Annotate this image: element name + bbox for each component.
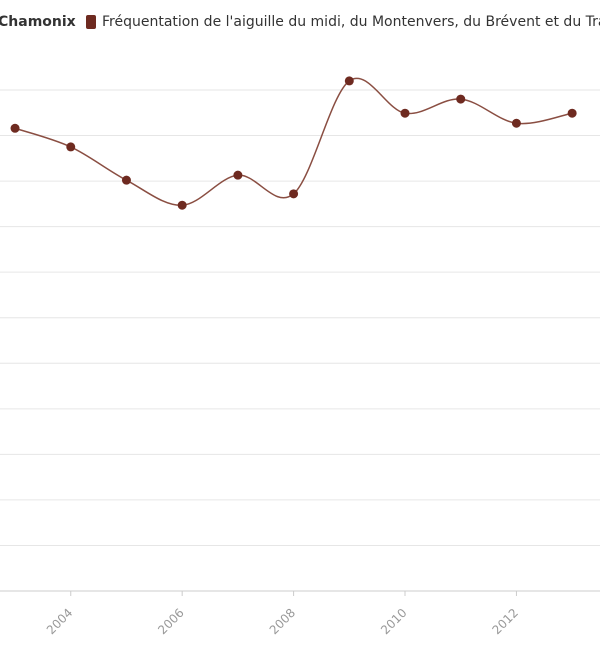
x-tick-label: 2010 — [378, 606, 409, 637]
point — [177, 200, 187, 210]
x-tick-label: 2006 — [155, 606, 186, 637]
point — [233, 170, 243, 180]
point — [456, 94, 466, 104]
point — [400, 108, 410, 118]
x-tick-label: 2004 — [44, 606, 75, 637]
line — [14, 77, 573, 206]
x-tick-label: 2012 — [490, 606, 521, 637]
point — [511, 118, 521, 128]
point — [289, 189, 299, 199]
legend-label: Fréquentation de l'aiguille du midi, du … — [102, 14, 600, 30]
point — [10, 123, 20, 133]
point — [344, 76, 354, 86]
legend-title: Chamonix — [0, 14, 76, 30]
legend-marker — [86, 15, 96, 29]
point — [66, 142, 76, 152]
point — [121, 175, 131, 185]
point — [567, 108, 577, 118]
x-tick-label: 2008 — [267, 606, 298, 637]
